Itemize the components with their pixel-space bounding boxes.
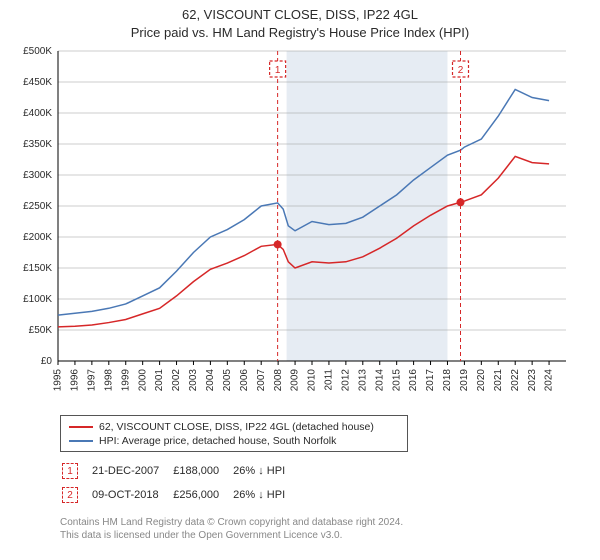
svg-text:2015: 2015	[391, 369, 402, 392]
svg-text:£350K: £350K	[23, 139, 52, 150]
svg-text:£150K: £150K	[23, 263, 52, 274]
title-line2: Price paid vs. HM Land Registry's House …	[131, 25, 469, 40]
svg-text:2001: 2001	[154, 369, 165, 392]
title-line1: 62, VISCOUNT CLOSE, DISS, IP22 4GL	[182, 7, 418, 22]
svg-text:2019: 2019	[459, 369, 470, 392]
attribution-line2: This data is licensed under the Open Gov…	[60, 530, 342, 541]
legend-swatch	[69, 426, 93, 428]
table-row: 2 09-OCT-2018 £256,000 26% ↓ HPI	[62, 484, 297, 506]
svg-text:2008: 2008	[273, 369, 284, 392]
svg-text:2022: 2022	[510, 369, 521, 392]
attribution: Contains HM Land Registry data © Crown c…	[60, 516, 590, 542]
sale-delta: 26% ↓ HPI	[233, 484, 297, 506]
svg-text:2009: 2009	[290, 369, 301, 392]
svg-text:1996: 1996	[70, 369, 81, 392]
svg-text:2018: 2018	[442, 369, 453, 392]
sales-table: 1 21-DEC-2007 £188,000 26% ↓ HPI 2 09-OC…	[60, 458, 299, 508]
chart-title: 62, VISCOUNT CLOSE, DISS, IP22 4GL Price…	[10, 6, 590, 41]
svg-text:2007: 2007	[256, 369, 267, 392]
svg-text:2017: 2017	[425, 369, 436, 392]
svg-text:2014: 2014	[374, 369, 385, 392]
svg-text:2011: 2011	[324, 369, 335, 391]
sale-delta: 26% ↓ HPI	[233, 460, 297, 482]
chart-area: £0 £50K £100K £150K £200K £250K £300K £350K £400…	[10, 41, 590, 411]
attribution-line1: Contains HM Land Registry data © Crown c…	[60, 517, 403, 528]
svg-text:2003: 2003	[188, 369, 199, 392]
marker-badge: 1	[62, 463, 78, 479]
svg-text:£200K: £200K	[23, 232, 52, 243]
svg-text:£500K: £500K	[23, 46, 52, 57]
svg-text:2000: 2000	[137, 369, 148, 392]
svg-text:2016: 2016	[408, 369, 419, 392]
svg-text:2013: 2013	[357, 369, 368, 392]
sale-date: 09-OCT-2018	[92, 484, 171, 506]
table-row: 1 21-DEC-2007 £188,000 26% ↓ HPI	[62, 460, 297, 482]
svg-text:2005: 2005	[222, 369, 233, 392]
svg-text:1999: 1999	[120, 369, 131, 392]
legend-swatch	[69, 440, 93, 442]
marker-badge: 2	[62, 487, 78, 503]
svg-text:£0: £0	[41, 356, 53, 367]
svg-text:2006: 2006	[239, 369, 250, 392]
svg-text:2020: 2020	[476, 369, 487, 392]
legend-label: HPI: Average price, detached house, Sout…	[99, 435, 336, 447]
svg-text:£250K: £250K	[23, 201, 52, 212]
svg-text:1995: 1995	[53, 369, 64, 392]
svg-text:£300K: £300K	[23, 170, 52, 181]
svg-text:2002: 2002	[171, 369, 182, 392]
sale-date: 21-DEC-2007	[92, 460, 171, 482]
svg-text:2024: 2024	[544, 369, 555, 392]
legend-label: 62, VISCOUNT CLOSE, DISS, IP22 4GL (deta…	[99, 421, 374, 433]
svg-text:£50K: £50K	[29, 325, 53, 336]
svg-text:1998: 1998	[103, 369, 114, 392]
legend: 62, VISCOUNT CLOSE, DISS, IP22 4GL (deta…	[60, 415, 408, 452]
svg-text:2023: 2023	[527, 369, 538, 392]
svg-text:1997: 1997	[87, 369, 98, 392]
sale-price: £188,000	[173, 460, 231, 482]
svg-text:2: 2	[458, 65, 464, 76]
svg-text:£100K: £100K	[23, 294, 52, 305]
line-chart-svg: £0 £50K £100K £150K £200K £250K £300K £350K £400…	[10, 41, 570, 411]
svg-text:£450K: £450K	[23, 77, 52, 88]
svg-text:2010: 2010	[307, 369, 318, 392]
svg-text:1: 1	[275, 65, 281, 76]
svg-text:2021: 2021	[493, 369, 504, 392]
svg-text:2012: 2012	[341, 369, 352, 392]
legend-item: 62, VISCOUNT CLOSE, DISS, IP22 4GL (deta…	[69, 420, 399, 434]
svg-text:2004: 2004	[205, 369, 216, 392]
sale-price: £256,000	[173, 484, 231, 506]
svg-text:£400K: £400K	[23, 108, 52, 119]
legend-item: HPI: Average price, detached house, Sout…	[69, 434, 399, 448]
